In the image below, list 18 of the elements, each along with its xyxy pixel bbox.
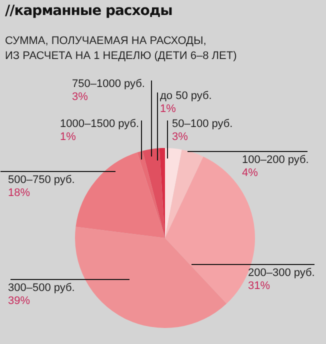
data-label: 39% (8, 295, 30, 307)
slice-label: 100–200 руб. (242, 154, 309, 166)
data-label: 3% (72, 91, 88, 103)
data-label: 31% (248, 280, 270, 292)
data-label: 1% (60, 131, 76, 143)
slice-label: 1000–1500 руб. (60, 118, 140, 130)
slice-label: 200–300 руб. (248, 267, 315, 279)
slice-label: до 50 руб. (160, 90, 212, 102)
chart-title: //карманные расходы (5, 3, 172, 19)
data-label: 4% (242, 167, 258, 179)
slice-label: 750–1000 руб. (72, 78, 145, 90)
chart-subtitle: СУММА, ПОЛУЧАЕМАЯ НА РАСХОДЫ, ИЗ РАСЧЕТА НА 1 НЕДЕЛЮ (ДЕТИ 6–8 ЛЕТ) (5, 34, 237, 64)
slice-label: 300–500 руб. (8, 282, 75, 294)
slice-label: 500–750 руб. (8, 174, 75, 186)
data-label: 1% (160, 103, 176, 115)
data-label: 18% (8, 187, 30, 199)
data-label: 3% (172, 131, 188, 143)
slice-label: 50–100 руб. (172, 118, 233, 130)
